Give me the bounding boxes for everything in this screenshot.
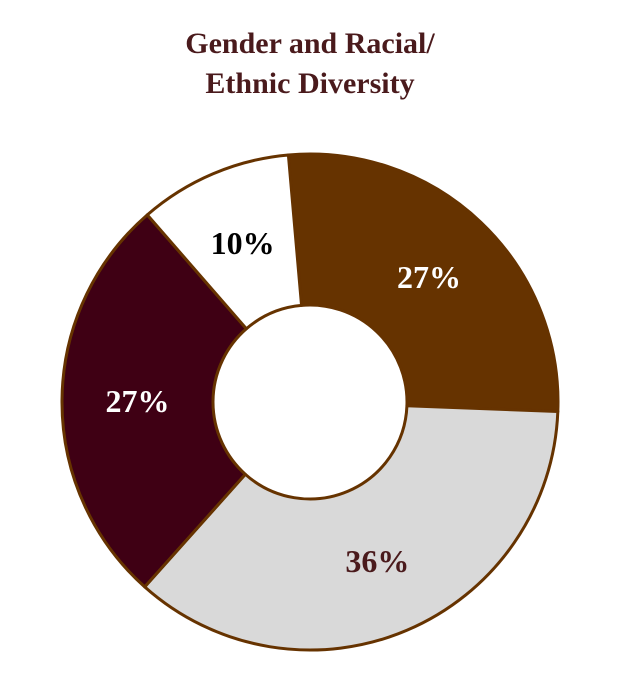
donut-slice-label-3: 27% — [106, 383, 170, 419]
donut-slice-label-1: 27% — [397, 259, 461, 295]
chart-title: Gender and Racial/ Ethnic Diversity — [0, 24, 620, 104]
donut-labels: 27% 36% 27% 10% — [106, 225, 462, 579]
donut-slice-label-2: 36% — [345, 543, 409, 579]
donut-slice-label-4: 10% — [211, 225, 275, 261]
chart-title-line-2: Ethnic Diversity — [205, 67, 415, 100]
chart-title-line-1: Gender and Racial/ — [185, 27, 435, 60]
donut-slice-1 — [286, 152, 560, 414]
donut-slice-4 — [145, 153, 304, 331]
donut-slice-3 — [60, 213, 248, 589]
donut-slices — [60, 152, 560, 652]
donut-slice-2 — [143, 404, 560, 652]
